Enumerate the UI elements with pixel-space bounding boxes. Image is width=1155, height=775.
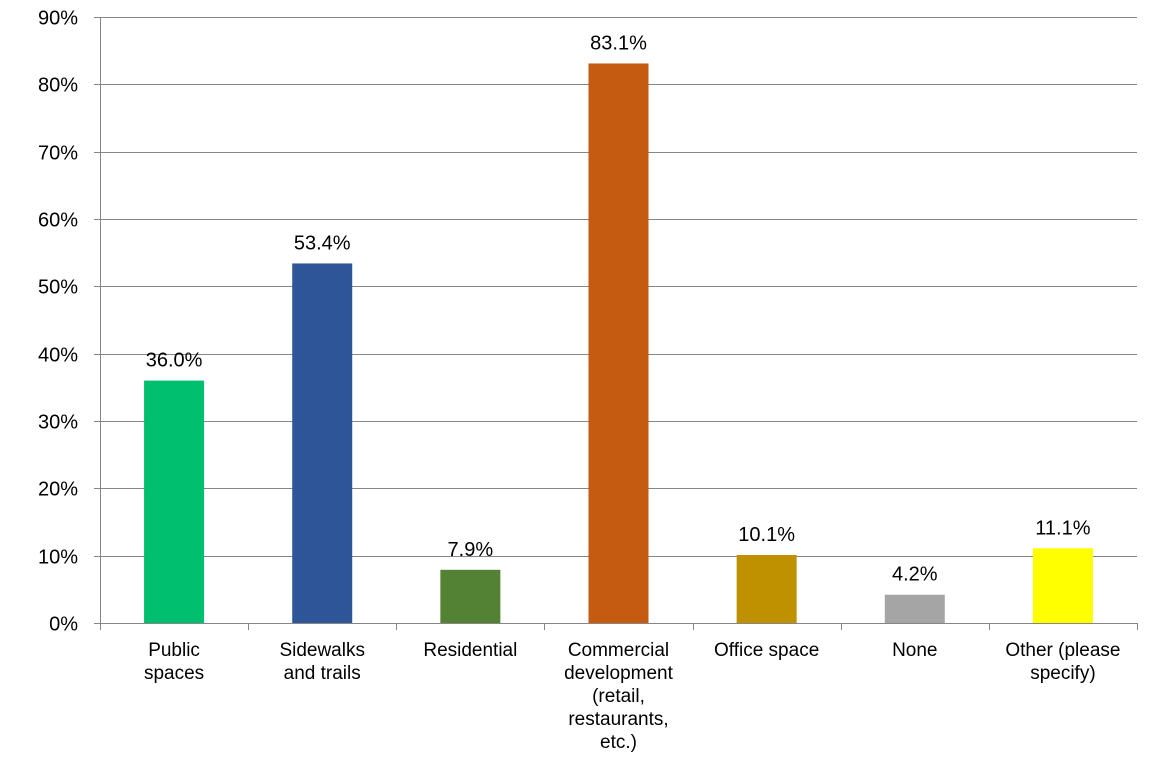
x-category-label-line: development	[564, 663, 674, 684]
x-category-label-line: Public	[148, 640, 200, 661]
y-tick-label: 50%	[38, 277, 78, 299]
x-category-label-line: Sidewalks	[279, 640, 365, 661]
bar	[588, 63, 649, 623]
x-category-label-line: specify)	[1030, 663, 1095, 684]
x-category-label: Office space	[714, 640, 819, 661]
x-category-label-line: restaurants,	[568, 709, 668, 730]
x-category-label-line: etc.)	[600, 732, 637, 753]
x-category-label-line: Residential	[423, 640, 517, 661]
x-category-label: Sidewalks and trails	[279, 640, 365, 684]
data-label: 83.1%	[590, 32, 647, 54]
bar	[292, 263, 353, 623]
y-tick-label: 70%	[38, 143, 78, 165]
x-category-label: Residential	[423, 640, 517, 661]
x-category-label-line: Office space	[714, 640, 819, 661]
x-category-label: Commercial development (retail, restaurants…	[564, 640, 674, 753]
y-tick-label: 30%	[38, 412, 78, 434]
x-category-label: None	[892, 640, 937, 661]
y-tick-label: 0%	[49, 614, 78, 636]
data-label: 4.2%	[892, 564, 938, 586]
x-category-label-line: None	[892, 640, 937, 661]
y-tick-label: 40%	[38, 345, 78, 367]
x-category-label-line: Other (please	[1005, 640, 1120, 661]
bar	[144, 380, 205, 623]
x-category-labels: Public spaces Sidewalks and trails Residenti…	[144, 640, 1121, 753]
data-labels: 36.0% 53.4% 7.9% 83.1% 10.1% 4.2% 11.1%	[146, 32, 1091, 585]
x-category-label-line: (retail,	[592, 686, 645, 707]
data-label: 7.9%	[448, 539, 494, 561]
y-tick-label: 90%	[38, 8, 78, 30]
bars	[144, 63, 1093, 623]
x-category-label: Public spaces	[144, 640, 204, 684]
x-category-label-line: spaces	[144, 663, 204, 684]
y-tick-label: 10%	[38, 547, 78, 569]
bar	[884, 594, 945, 623]
y-tick-label: 80%	[38, 75, 78, 97]
data-label: 10.1%	[738, 524, 795, 546]
data-label: 11.1%	[1035, 517, 1090, 539]
data-label: 36.0%	[146, 350, 203, 372]
bar	[736, 554, 797, 623]
y-tick-label: 60%	[38, 210, 78, 232]
x-category-label-line: and trails	[284, 663, 361, 684]
x-category-label: Other (please specify)	[1005, 640, 1120, 684]
bar	[1032, 548, 1093, 623]
y-tick-labels: 0% 10% 20% 30% 40% 50% 60% 70% 80% 90%	[38, 8, 78, 636]
bar	[440, 569, 501, 623]
axes	[94, 17, 1138, 630]
y-tick-label: 20%	[38, 479, 78, 501]
x-category-label-line: Commercial	[568, 640, 669, 661]
data-label: 53.4%	[294, 232, 351, 254]
